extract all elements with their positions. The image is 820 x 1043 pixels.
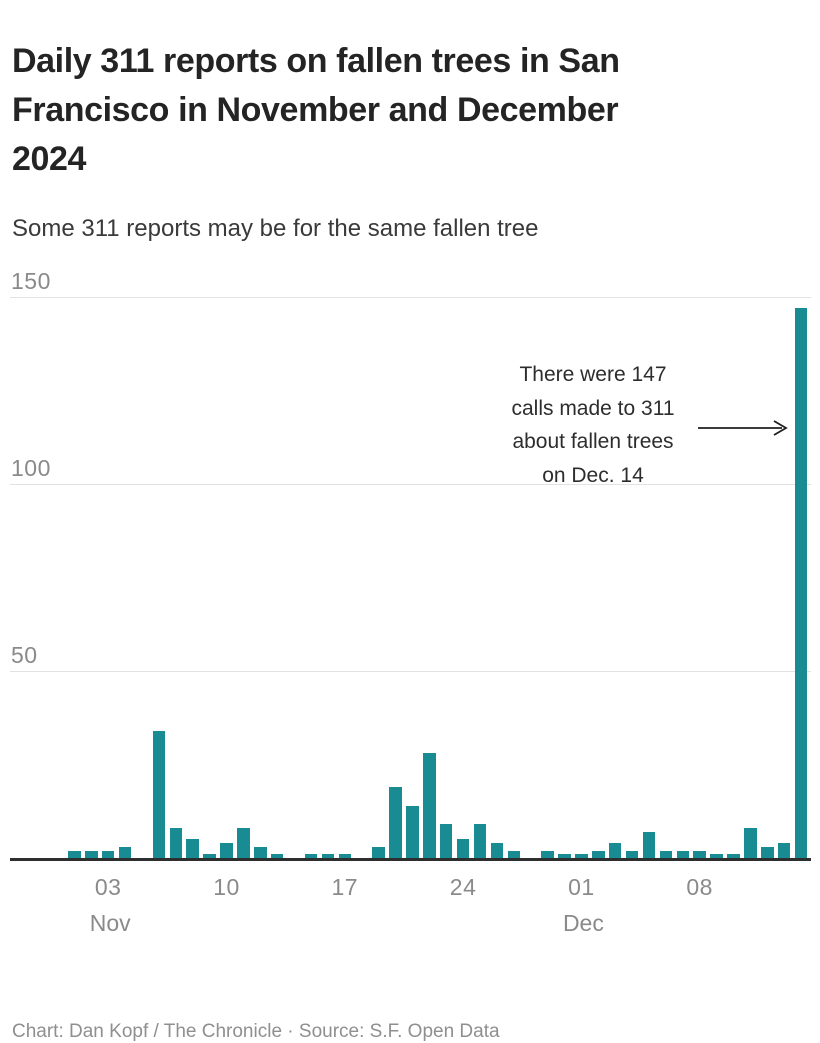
x-tick-label: 08 <box>686 874 713 900</box>
bar <box>761 846 774 858</box>
bar <box>659 850 673 858</box>
bar <box>304 854 318 858</box>
gridline <box>10 297 811 298</box>
gridline <box>10 484 811 485</box>
bar <box>152 730 166 858</box>
chart-title: Daily 311 reports on fallen trees in San… <box>12 37 807 184</box>
bar <box>744 828 757 858</box>
bar <box>220 843 233 858</box>
bar <box>676 850 690 858</box>
bar <box>710 854 723 858</box>
bar <box>456 839 470 858</box>
bar <box>169 828 183 858</box>
annotation-line: about fallen trees <box>512 430 674 453</box>
x-tick-label: 03 <box>94 874 122 900</box>
month-label: Nov <box>89 910 131 936</box>
x-axis-line <box>10 858 811 861</box>
bar <box>68 850 81 858</box>
x-tick-label: 01 <box>568 874 595 900</box>
bar <box>575 854 588 858</box>
y-tick-label: 100 <box>11 455 51 481</box>
bar <box>777 843 791 858</box>
x-tick-label: 24 <box>449 874 477 900</box>
chart-subtitle: Some 311 reports may be for the same fal… <box>12 215 539 242</box>
annotation-arrow-icon <box>698 420 788 436</box>
bar <box>794 308 808 858</box>
gridline <box>10 671 811 672</box>
bar <box>625 850 639 858</box>
bar <box>203 854 216 858</box>
bar <box>85 850 98 858</box>
bar <box>338 854 352 858</box>
bar <box>473 824 487 858</box>
bar <box>541 850 554 858</box>
x-tick-label: 17 <box>331 874 359 900</box>
bar <box>439 824 453 858</box>
chart-credit: Chart: Dan Kopf / The Chronicle · Source… <box>12 1021 500 1042</box>
bar <box>389 786 402 858</box>
bar <box>406 805 419 858</box>
bar <box>101 850 115 858</box>
bar-chart: There were 147 calls made to 311 about fal… <box>10 268 811 950</box>
bar <box>423 753 436 858</box>
chart-title-line: 2024 <box>12 139 87 178</box>
annotation-line: There were 147 <box>519 363 667 386</box>
bar <box>118 846 132 858</box>
bar <box>507 850 521 858</box>
bar <box>372 846 385 858</box>
bar <box>558 854 571 858</box>
month-label: Dec <box>562 910 604 936</box>
chart-title-line: Francisco in November and December <box>12 90 619 129</box>
bar <box>490 843 504 858</box>
bar <box>254 846 267 858</box>
bar <box>186 839 199 858</box>
bar <box>237 828 250 858</box>
bar <box>608 843 622 858</box>
bar <box>727 854 740 858</box>
y-tick-label: 50 <box>11 642 38 668</box>
bar <box>270 854 284 858</box>
chart-title-line: Daily 311 reports on fallen trees in San <box>12 41 620 80</box>
bar <box>642 831 656 858</box>
annotation-line: calls made to 311 <box>511 396 675 420</box>
bar <box>592 850 605 858</box>
x-tick-label: 10 <box>213 874 240 900</box>
annotation-text: There were 147 calls made to 311 about fal… <box>478 358 708 492</box>
bar <box>693 850 706 858</box>
annotation-line: on Dec. 14 <box>542 463 644 487</box>
bar <box>321 854 335 858</box>
y-tick-label: 150 <box>11 268 51 294</box>
